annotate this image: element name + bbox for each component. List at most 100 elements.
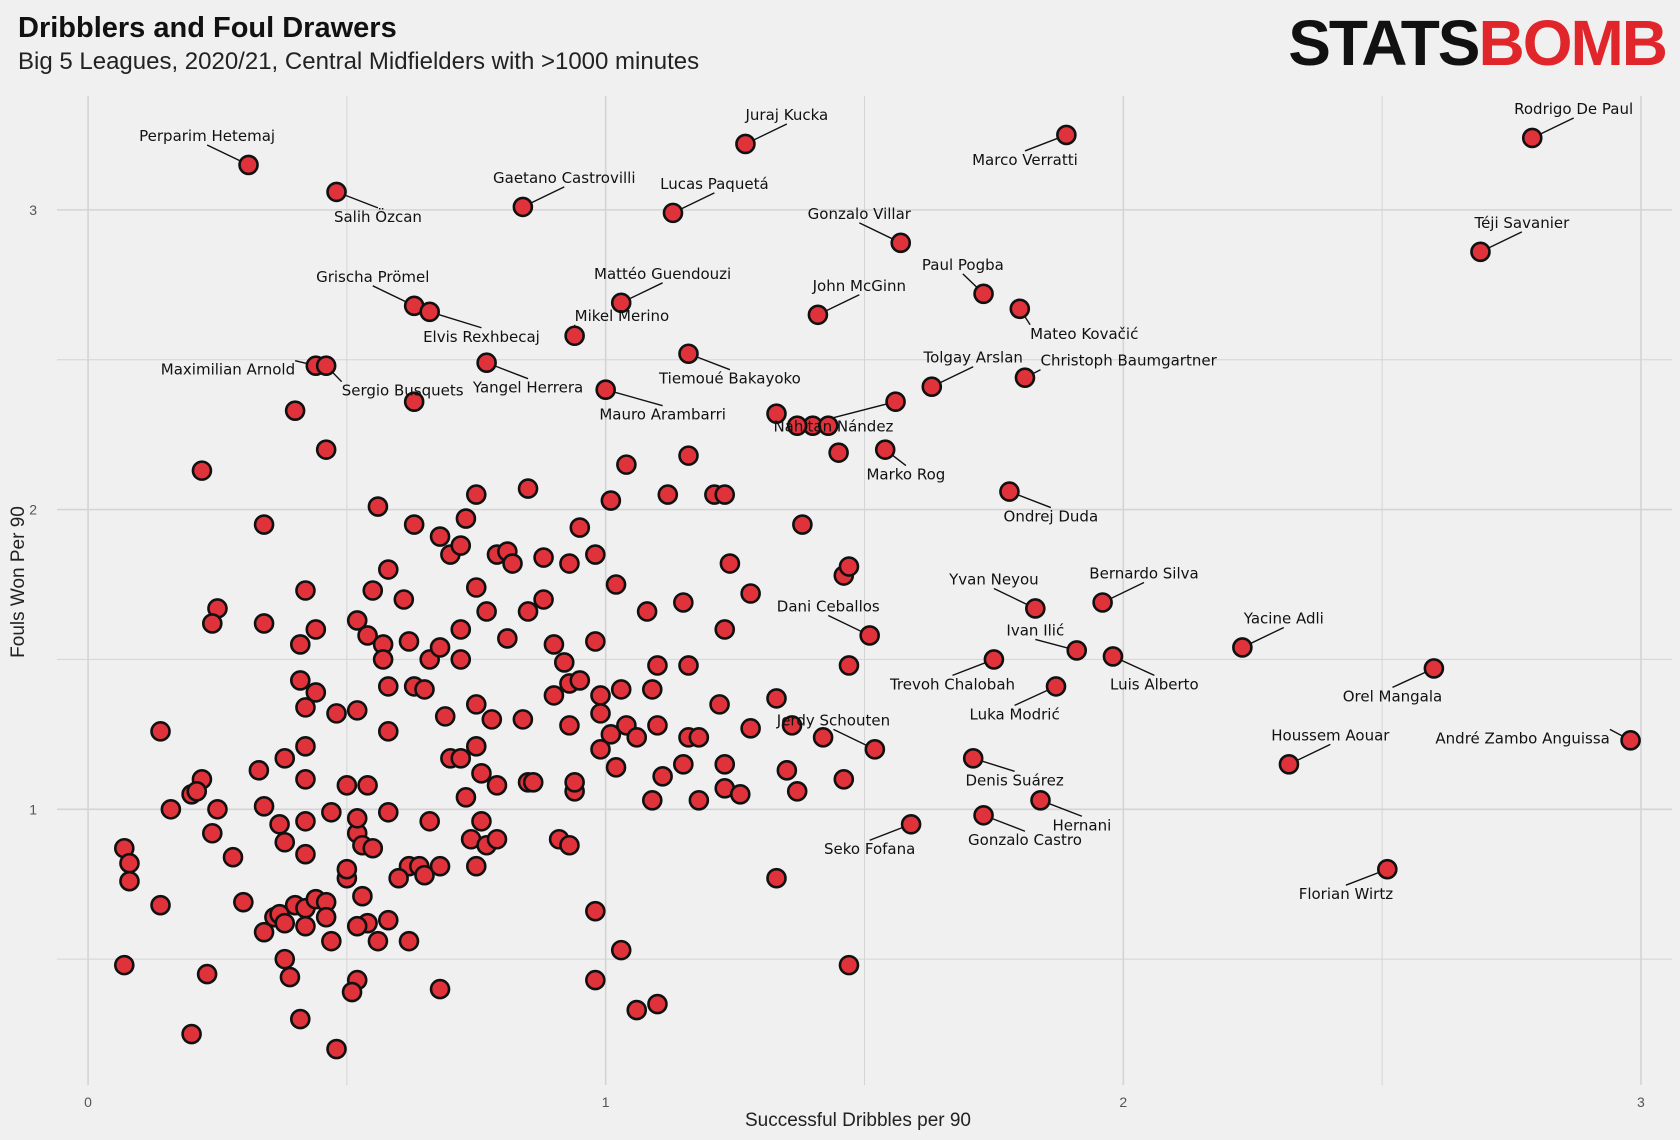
scatter-point bbox=[729, 783, 751, 805]
scatter-point-labeled bbox=[973, 804, 994, 826]
point-labels: Perparim Hetemaj Salih Özcan Juraj Kucka Ma… bbox=[139, 100, 1633, 903]
scatter-point bbox=[191, 460, 213, 481]
point-label: Juraj Kucka bbox=[745, 106, 829, 124]
point-label: Luka Modrić bbox=[970, 705, 1060, 723]
x-axis-title: Successful Dribbles per 90 bbox=[745, 1110, 971, 1131]
point-label: Gonzalo Castro bbox=[968, 831, 1082, 849]
scatter-point-labeled bbox=[807, 304, 829, 326]
scatter-point-labeled bbox=[885, 391, 906, 412]
scatter-point bbox=[346, 610, 368, 631]
scatter-point-labeled bbox=[1045, 676, 1067, 697]
scatter-point bbox=[398, 631, 420, 652]
scatter-point bbox=[352, 885, 373, 907]
y-tick-label: 3 bbox=[29, 202, 37, 218]
chart-subtitle: Big 5 Leagues, 2020/21, Central Midfield… bbox=[18, 48, 700, 75]
x-tick-label: 0 bbox=[84, 1094, 92, 1110]
scatter-point bbox=[553, 652, 575, 673]
scatter-point-labeled bbox=[662, 202, 684, 224]
scatter-point bbox=[486, 775, 508, 796]
scatter-point bbox=[429, 978, 451, 1000]
scatter-point bbox=[181, 1023, 202, 1045]
scatter-point bbox=[590, 739, 611, 760]
scatter-point bbox=[585, 969, 606, 991]
point-label: Marko Rog bbox=[866, 466, 945, 484]
scatter-point bbox=[341, 981, 363, 1003]
scatter-point bbox=[465, 855, 487, 877]
point-label: André Zambo Anguissa bbox=[1435, 729, 1609, 747]
scatter-point bbox=[471, 763, 492, 784]
scatter-point bbox=[647, 715, 668, 736]
x-tick-label: 1 bbox=[602, 1094, 610, 1110]
scatter-point bbox=[600, 490, 622, 511]
scatter-point-labeled bbox=[1278, 754, 1300, 775]
scatter-point bbox=[559, 553, 580, 574]
point-label: Mateo Kovačić bbox=[1030, 325, 1138, 343]
scatter-point bbox=[481, 709, 503, 730]
scatter-point bbox=[222, 846, 244, 868]
point-label: Dani Ceballos bbox=[777, 597, 880, 615]
scatter-point bbox=[465, 694, 487, 715]
scatter-point bbox=[838, 954, 860, 976]
x-tick-label: 3 bbox=[1637, 1094, 1645, 1110]
scatter-point bbox=[201, 613, 223, 634]
point-label: Yvan Neyou bbox=[948, 571, 1039, 589]
scatter-point bbox=[295, 736, 316, 757]
point-label: Lucas Paquetá bbox=[660, 175, 769, 193]
scatter-point bbox=[486, 828, 508, 850]
scatter-point bbox=[315, 439, 337, 460]
scatter-point bbox=[647, 655, 668, 676]
scatter-point bbox=[429, 855, 451, 877]
scatter-point bbox=[792, 514, 813, 535]
scatter-point bbox=[590, 703, 611, 724]
scatter-point bbox=[455, 508, 477, 529]
scatter-point-labeled bbox=[564, 325, 585, 347]
scatter-point bbox=[119, 870, 140, 892]
point-label: Salih Özcan bbox=[334, 207, 422, 226]
scatter-point bbox=[315, 906, 337, 928]
scatter-point-labeled bbox=[1470, 241, 1491, 263]
scatter-point bbox=[362, 837, 384, 859]
scatter-point bbox=[776, 760, 798, 781]
scatter-point bbox=[543, 634, 565, 655]
scatter-point bbox=[336, 775, 358, 796]
scatter-point bbox=[150, 721, 171, 742]
scatter-point bbox=[388, 867, 409, 889]
point-label: Elvis Rexhbecaj bbox=[423, 328, 540, 346]
scatter-point bbox=[295, 580, 316, 601]
scatter-point bbox=[150, 894, 171, 916]
scatter-point-labeled bbox=[595, 379, 616, 401]
scatter-point bbox=[253, 514, 275, 535]
scatter-point bbox=[450, 535, 472, 556]
scatter-point-labeled bbox=[999, 481, 1020, 502]
scatter-point bbox=[740, 718, 761, 739]
scatter-point bbox=[269, 813, 290, 835]
scatter-point bbox=[465, 736, 487, 757]
scatter-point bbox=[450, 619, 472, 640]
scatter-point bbox=[207, 798, 228, 820]
point-label: Denis Suárez bbox=[966, 771, 1064, 789]
scatter-point bbox=[377, 721, 399, 742]
scatter-point-labeled bbox=[874, 439, 896, 460]
scatter-point bbox=[517, 601, 539, 622]
grid-layer bbox=[57, 96, 1672, 1085]
scatter-point bbox=[833, 769, 855, 790]
scatter-point bbox=[590, 685, 611, 706]
scatter-point bbox=[533, 589, 554, 610]
scatter-point-labeled bbox=[1232, 637, 1253, 658]
point-label: Yacine Adli bbox=[1243, 609, 1324, 627]
point-label: Ondrej Duda bbox=[1004, 508, 1099, 526]
scatter-point bbox=[512, 709, 534, 730]
scatter-point bbox=[626, 999, 648, 1021]
point-label: Gaetano Castrovilli bbox=[493, 169, 636, 187]
data-points bbox=[113, 124, 1641, 1060]
scatter-point bbox=[465, 577, 487, 598]
scatter-point bbox=[414, 864, 435, 886]
scatter-point-labeled bbox=[1521, 127, 1543, 149]
y-axis-title: Fouls Won Per 90 bbox=[8, 506, 29, 658]
scatter-point bbox=[362, 580, 384, 601]
scatter-point-labeled bbox=[973, 283, 994, 305]
scatter-point-labeled bbox=[326, 181, 347, 203]
scatter-point-labeled bbox=[238, 154, 259, 176]
scatter-point bbox=[714, 619, 736, 640]
point-label: Perparim Hetemaj bbox=[139, 127, 275, 145]
